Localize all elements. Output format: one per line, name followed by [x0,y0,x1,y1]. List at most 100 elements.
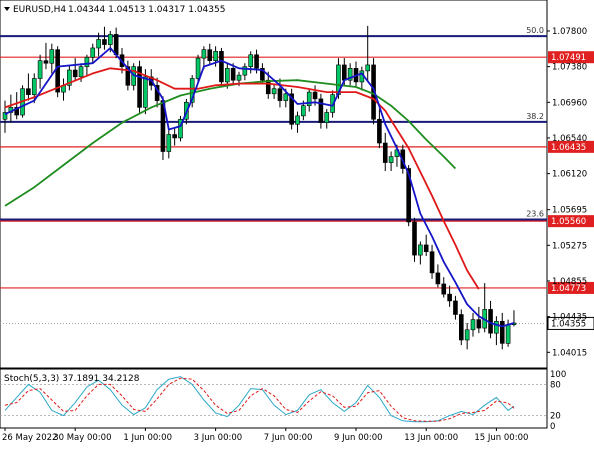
candle-body [283,93,289,101]
candle [347,63,353,86]
fib-level-label: 50.0 [526,26,544,35]
candle-body [441,283,447,295]
price-tick-label: 1.06540 [552,134,587,144]
candle [43,42,49,70]
candle [166,129,172,159]
price-level-label: 1.07491 [551,53,586,63]
candle [137,60,142,113]
candle [435,264,441,288]
ma-medium-line [4,67,480,290]
candle-body [90,47,96,58]
candle-body [225,68,230,83]
candle [418,241,423,265]
candle-body [72,69,78,78]
candle [476,306,482,334]
candle [67,64,72,91]
candle-body [289,93,294,125]
candle-body [143,76,148,108]
price-tick-label: 1.04855 [552,277,587,287]
candle-body [14,107,19,116]
candle [464,323,470,350]
candle [458,309,464,346]
time-label: 7 Jun 00:00 [264,433,313,443]
candle [441,277,447,298]
candle [14,92,19,120]
candle [172,128,177,146]
candle [382,132,388,172]
candle-body [207,49,213,61]
candle-body [178,118,183,139]
candle [277,78,283,108]
candle-body [418,244,423,256]
candle-body [43,60,49,64]
collapse-triangle-icon[interactable] [4,7,10,11]
candle-body [26,88,31,95]
price-level-label: 1.04773 [551,284,586,294]
candle-body [172,134,177,139]
candle-body [230,68,236,81]
candle-body [458,314,464,341]
candle [178,115,183,142]
price-tick-label: 1.04435 [552,313,587,323]
candle-body [78,66,84,78]
candle-body [195,57,201,79]
candle-body [201,49,207,59]
candle-body [55,49,60,93]
candle [412,217,417,262]
candle-body [277,88,283,101]
price-tick-label: 1.07380 [552,63,587,73]
candle [242,63,248,81]
price-level-tag [548,215,594,228]
candle-body [435,272,441,285]
time-label: 15 Jun 00:00 [474,433,528,443]
candle-body [84,56,90,67]
candle-body [67,69,72,86]
candle [289,88,294,130]
current-price-label: 1.04355 [551,319,586,329]
candle-body [365,64,371,72]
candle-body [306,91,312,106]
candle [90,43,96,64]
candle [125,60,131,91]
candle [201,46,207,70]
candle-body [2,112,8,120]
candle [37,54,43,89]
candle-body [260,68,265,81]
candle-body [499,321,505,344]
time-label: 1 Jun 00:00 [123,433,172,443]
candle [318,93,324,129]
stoch-tick-label: 20 [550,412,561,422]
candle-body [248,54,253,67]
candle-body [236,74,242,81]
candle-body [271,88,277,95]
candle [453,295,458,320]
time-label: 26 May 2022 [2,433,57,443]
candle-body [108,34,113,45]
candle [494,316,499,346]
candle-body [318,98,324,123]
price-tick-label: 1.06960 [552,98,587,108]
candle [96,32,101,57]
price-tick-label: 1.06120 [552,170,587,180]
price-level-tag [548,51,594,64]
price-level-tag [548,140,594,153]
candle [295,111,300,133]
candle [219,47,224,87]
candle [365,25,371,81]
chart-symbol-title: EURUSD,H4 [13,5,66,15]
time-label: 9 Jun 00:00 [334,433,383,443]
candle-body [301,105,306,117]
stoch-tick-label: 80 [550,380,561,390]
candle-body [388,156,394,163]
candle-body [406,168,411,223]
candles [2,25,517,350]
stoch-signal-line [4,377,515,422]
stoch-panel-frame [0,368,548,429]
price-tick-label: 1.07800 [552,27,587,37]
candle-body [219,51,224,83]
candle [102,26,107,50]
candle-body [412,221,417,256]
level-lines [0,35,547,324]
